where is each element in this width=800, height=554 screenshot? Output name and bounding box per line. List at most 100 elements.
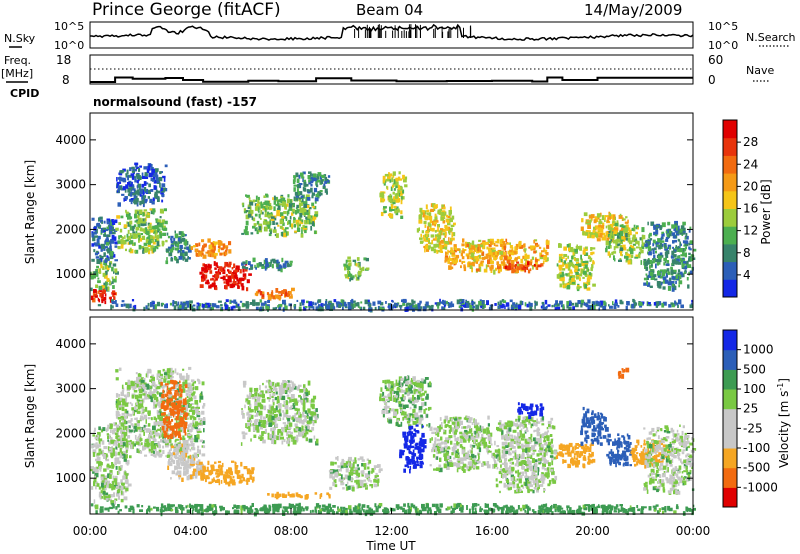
echo-cell xyxy=(103,284,108,290)
echo-cell xyxy=(259,291,263,296)
echo-cell xyxy=(101,496,103,499)
echo-cell xyxy=(228,468,232,474)
echo-cell xyxy=(175,448,178,452)
echo-cell xyxy=(100,451,103,454)
echo-cell xyxy=(458,259,462,263)
echo-cell xyxy=(193,417,197,421)
echo-cell xyxy=(420,233,422,238)
echo-cell xyxy=(177,414,179,418)
echo-cell xyxy=(129,240,134,244)
echo-cell xyxy=(180,452,184,456)
echo-cell xyxy=(518,256,521,259)
echo-cell xyxy=(595,233,599,238)
echo-cell xyxy=(125,173,127,176)
echo-cell xyxy=(443,305,446,308)
echo-cell xyxy=(186,468,189,473)
echo-cell xyxy=(388,172,390,176)
echo-cell xyxy=(200,475,203,480)
echo-cell xyxy=(175,438,179,441)
echo-cell xyxy=(610,239,613,242)
echo-cell xyxy=(628,240,633,245)
echo-cell xyxy=(515,246,518,250)
echo-cell xyxy=(293,217,296,222)
echo-cell xyxy=(174,432,178,437)
echo-cell xyxy=(142,192,145,196)
echo-cell xyxy=(152,209,155,215)
echo-cell xyxy=(162,187,166,192)
echo-cell xyxy=(663,257,667,262)
echo-cell xyxy=(178,476,180,479)
echo-cell xyxy=(274,413,278,419)
echo-cell xyxy=(515,264,518,266)
echo-cell xyxy=(653,254,656,259)
echo-cell xyxy=(428,239,430,243)
echo-cell xyxy=(272,307,277,310)
echo-cell xyxy=(106,480,110,486)
echo-cell xyxy=(165,260,169,265)
echo-cell xyxy=(106,464,110,468)
echo-cell xyxy=(469,305,473,310)
echo-cell xyxy=(597,302,601,306)
echo-cell xyxy=(393,179,396,184)
echo-cell xyxy=(395,200,400,203)
echo-cell xyxy=(206,279,210,283)
echo-cell xyxy=(619,230,623,235)
echo-cell xyxy=(103,468,107,472)
echo-cell xyxy=(679,271,683,274)
echo-cell xyxy=(667,286,672,291)
echo-cell xyxy=(418,219,423,224)
echo-cell xyxy=(230,284,234,289)
echo-cell xyxy=(509,249,513,253)
echo-cell xyxy=(138,450,141,454)
echo-cell xyxy=(137,406,141,410)
echo-cell xyxy=(430,209,434,212)
power-y-tick-label: 2000 xyxy=(55,222,86,236)
echo-cell xyxy=(444,257,447,261)
echo-cell xyxy=(431,227,435,232)
echo-cell xyxy=(471,256,474,260)
echo-cell xyxy=(191,407,196,412)
echo-cell xyxy=(122,186,126,191)
echo-cell xyxy=(585,273,588,277)
echo-cell xyxy=(123,434,127,437)
echo-cell xyxy=(235,301,238,304)
echo-cell xyxy=(489,304,494,307)
echo-cell xyxy=(629,247,632,252)
echo-cell xyxy=(652,258,656,261)
echo-cell xyxy=(154,168,158,173)
echo-cell xyxy=(448,255,451,258)
echo-cell xyxy=(663,233,665,237)
echo-cell xyxy=(605,240,609,246)
echo-cell xyxy=(651,248,655,251)
echo-cell xyxy=(96,461,100,464)
echo-cell xyxy=(241,202,244,206)
echo-cell xyxy=(572,252,575,256)
echo-cell xyxy=(429,219,433,224)
echo-cell xyxy=(179,393,183,397)
echo-cell xyxy=(645,273,648,276)
echo-region xyxy=(90,288,117,305)
echo-cell xyxy=(447,215,451,219)
echo-cell xyxy=(170,425,175,430)
echo-cell xyxy=(591,251,595,255)
echo-cell xyxy=(535,257,537,261)
echo-region xyxy=(165,230,192,265)
echo-cell xyxy=(178,470,182,476)
echo-cell xyxy=(588,306,592,311)
echo-cell xyxy=(482,300,485,305)
echo-cell xyxy=(402,298,407,304)
echo-cell xyxy=(673,254,677,258)
echo-cell xyxy=(195,243,199,247)
echo-cell xyxy=(228,270,232,274)
echo-cell xyxy=(303,227,308,231)
echo-cell xyxy=(165,239,168,243)
echo-cell xyxy=(667,221,671,226)
echo-cell xyxy=(665,250,670,255)
echo-cell xyxy=(130,198,134,201)
echo-region xyxy=(199,261,252,292)
echo-cell xyxy=(615,227,619,231)
echo-cell xyxy=(170,402,174,406)
echo-cell xyxy=(377,300,382,305)
echo-cell xyxy=(162,400,166,404)
